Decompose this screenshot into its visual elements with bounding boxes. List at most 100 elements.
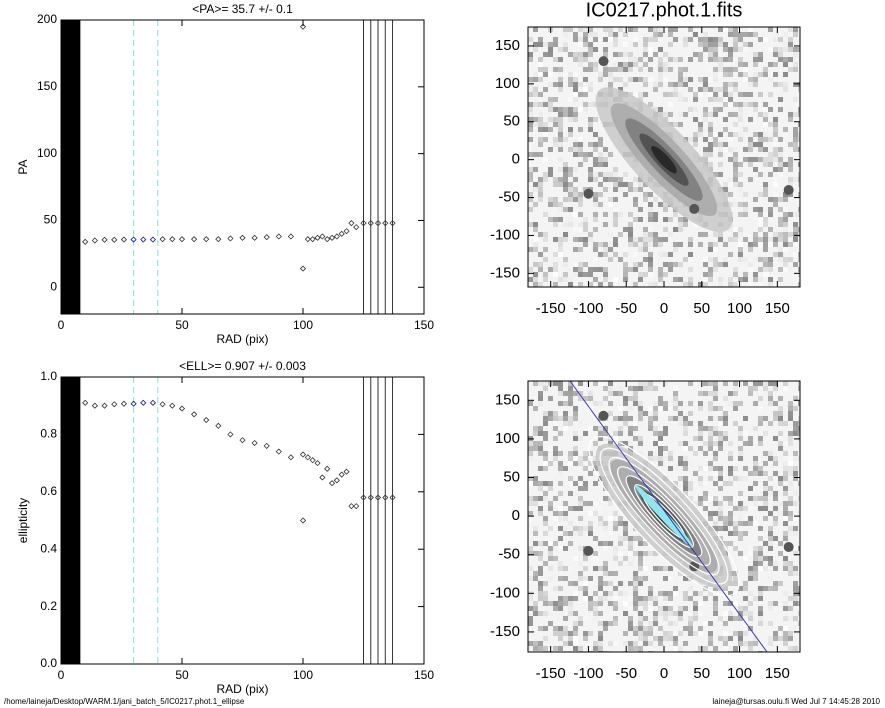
pixel (668, 451, 673, 456)
pixel (743, 72, 748, 77)
pixel (758, 416, 763, 421)
pixel (733, 32, 738, 37)
pixel (793, 501, 798, 506)
pixel (563, 27, 568, 32)
pixel (783, 491, 788, 496)
pixel (638, 182, 643, 187)
pixel (633, 631, 638, 636)
pixel (568, 107, 573, 112)
pixel (638, 541, 643, 546)
pixel (553, 556, 558, 561)
pixel (698, 52, 703, 57)
pixel (593, 222, 598, 227)
pixel (543, 237, 548, 242)
pixel (673, 396, 678, 401)
pixel (613, 212, 618, 217)
contour (625, 475, 703, 558)
pixel (718, 466, 723, 471)
pixel (663, 381, 668, 386)
pixel (643, 551, 648, 556)
pixel (788, 441, 793, 446)
pixel (733, 391, 738, 396)
pixel (693, 137, 698, 142)
pixel (668, 606, 673, 611)
pixel (533, 202, 538, 207)
pixel (763, 37, 768, 42)
pixel (538, 381, 543, 386)
pixel (698, 481, 703, 486)
pixel (733, 87, 738, 92)
pixel (733, 506, 738, 511)
pixel (743, 506, 748, 511)
pixel (758, 531, 763, 536)
pixel (718, 97, 723, 102)
pixel (658, 451, 663, 456)
pixel (533, 496, 538, 501)
pixel (723, 646, 728, 651)
pixel (728, 92, 733, 97)
pixel (728, 456, 733, 461)
pixel (713, 72, 718, 77)
pixel (708, 77, 713, 82)
pixel (643, 631, 648, 636)
pixel (728, 52, 733, 57)
pixel (553, 282, 558, 287)
pixel (668, 267, 673, 272)
pixel (618, 561, 623, 566)
pixel (768, 601, 773, 606)
pixel (723, 591, 728, 596)
pixel (738, 636, 743, 641)
pixel (543, 42, 548, 47)
pixel (548, 42, 553, 47)
pixel (748, 641, 753, 646)
pixel (638, 67, 643, 72)
pixel (768, 212, 773, 217)
pixel (763, 416, 768, 421)
x-tick-label: 0 (660, 665, 668, 682)
pixel (698, 57, 703, 62)
pixel (778, 247, 783, 252)
pixel (628, 596, 633, 601)
pixel (798, 132, 800, 137)
pixel (728, 137, 733, 142)
pixel (628, 431, 633, 436)
pixel (708, 57, 713, 62)
pixel (708, 431, 713, 436)
pixel (643, 77, 648, 82)
x-tick-label: 100 (293, 668, 313, 682)
pixel (673, 406, 678, 411)
pixel (568, 282, 573, 287)
pixel (563, 167, 568, 172)
point (215, 422, 222, 429)
pixel (543, 611, 548, 616)
pixel (798, 282, 800, 287)
pixel (598, 142, 603, 147)
pixel (653, 551, 658, 556)
pixel (603, 162, 608, 167)
pixel (703, 77, 708, 82)
pixel (713, 496, 718, 501)
pixel (748, 471, 753, 476)
pixel (528, 127, 533, 132)
pixel (738, 516, 743, 521)
pixel (648, 77, 653, 82)
pixel (588, 521, 593, 526)
pixel (768, 396, 773, 401)
pixel (568, 396, 573, 401)
pixel (778, 481, 783, 486)
pixel (528, 167, 533, 172)
pixel (718, 167, 723, 172)
pixel (753, 257, 758, 262)
pixel (758, 132, 763, 137)
pixel (658, 641, 663, 646)
pixel (678, 591, 683, 596)
pixel (683, 626, 688, 631)
pixel (793, 531, 798, 536)
pixel (688, 257, 693, 262)
pixel (553, 247, 558, 252)
pixel (578, 247, 583, 252)
pixel (623, 396, 628, 401)
pixel (603, 27, 608, 32)
pixel (528, 87, 533, 92)
